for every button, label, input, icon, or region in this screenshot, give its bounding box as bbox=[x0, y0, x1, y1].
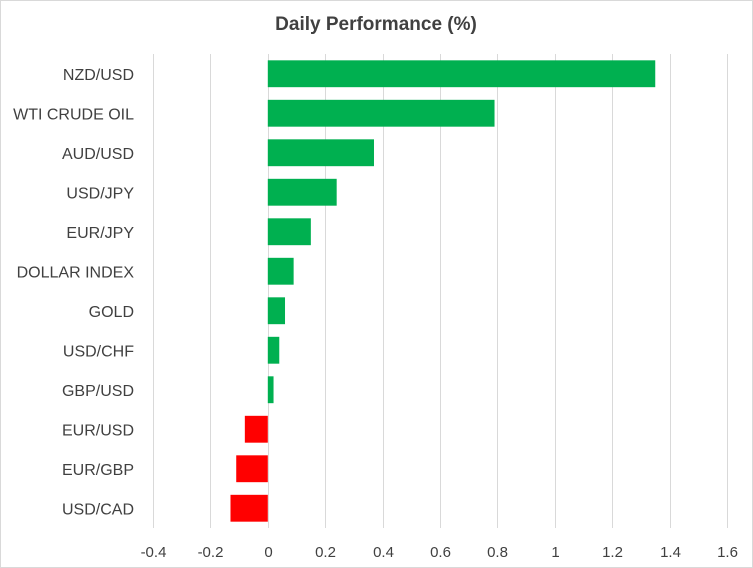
category-label: GBP/USD bbox=[62, 383, 134, 400]
category-label: USD/JPY bbox=[66, 185, 134, 202]
x-tick-label: 0 bbox=[264, 544, 272, 561]
gridlines bbox=[153, 54, 728, 528]
bar bbox=[236, 455, 268, 483]
category-label: EUR/USD bbox=[62, 422, 134, 439]
x-tick-label: 0.8 bbox=[487, 544, 508, 561]
x-tick-label: 0.4 bbox=[373, 544, 394, 561]
x-tick-label: -0.2 bbox=[198, 544, 224, 561]
x-tick-label: 0.6 bbox=[430, 544, 451, 561]
bars bbox=[230, 60, 656, 522]
category-label: USD/CAD bbox=[62, 501, 134, 518]
bar bbox=[267, 257, 294, 285]
bar bbox=[267, 139, 374, 167]
x-tick-label: 1 bbox=[551, 544, 559, 561]
bar bbox=[267, 336, 280, 364]
x-tick-label: 1.4 bbox=[660, 544, 681, 561]
category-label: EUR/JPY bbox=[66, 225, 134, 242]
bar bbox=[267, 99, 495, 127]
x-tick-label: 0.2 bbox=[315, 544, 336, 561]
bar bbox=[267, 178, 337, 206]
category-label: EUR/GBP bbox=[62, 462, 134, 479]
x-tick-label: -0.4 bbox=[141, 544, 167, 561]
bar bbox=[244, 415, 268, 443]
bar bbox=[267, 218, 311, 246]
category-label: DOLLAR INDEX bbox=[17, 264, 135, 281]
bar bbox=[267, 60, 656, 88]
chart-title: Daily Performance (%) bbox=[275, 14, 477, 35]
x-tick-labels: -0.4 -0.2 0 0.2 0.4 0.6 0.8 1 1.2 1.4 1.6 bbox=[141, 544, 738, 561]
category-label: USD/CHF bbox=[63, 343, 134, 360]
category-label: NZD/USD bbox=[63, 67, 134, 84]
category-label: WTI CRUDE OIL bbox=[13, 106, 134, 123]
bar bbox=[267, 376, 274, 404]
category-label: GOLD bbox=[89, 304, 134, 321]
x-tick-label: 1.2 bbox=[602, 544, 623, 561]
category-label: AUD/USD bbox=[62, 146, 134, 163]
bar bbox=[267, 297, 286, 325]
category-labels: NZD/USD WTI CRUDE OIL AUD/USD USD/JPY EUR/JP… bbox=[13, 67, 134, 519]
bar bbox=[230, 494, 268, 522]
x-tick-label: 1.6 bbox=[717, 544, 738, 561]
